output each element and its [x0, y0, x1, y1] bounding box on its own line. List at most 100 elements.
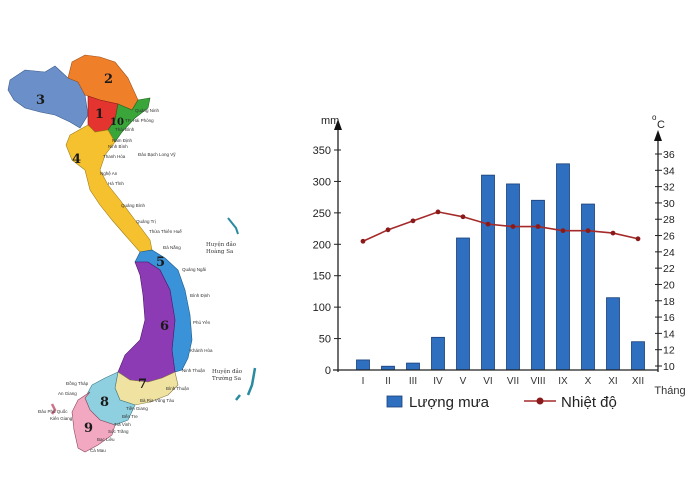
temperature-point	[635, 236, 641, 242]
label-hoang-sa-1: Huyện đảo	[206, 241, 237, 248]
left-tick-label: 300	[313, 176, 331, 188]
left-tick-label: 0	[325, 365, 331, 377]
left-tick-label: 200	[313, 239, 331, 251]
region-3	[7, 65, 89, 129]
temperature-point	[410, 218, 416, 224]
label-ca-mau: Cà Mau	[90, 448, 106, 453]
label-dong-thap: Đồng Tháp	[66, 381, 89, 386]
right-tick-label: 22	[663, 263, 675, 275]
svg-text:3: 3	[36, 93, 45, 108]
label-hai-phong: TP. Hải Phòng	[125, 118, 154, 123]
month-label: VIII	[530, 376, 545, 387]
right-tick-label: 10	[663, 361, 675, 373]
region-4	[65, 124, 153, 253]
right-tick-label: 36	[663, 149, 675, 161]
svg-text:10: 10	[110, 117, 124, 128]
rainfall-bar	[356, 359, 370, 371]
temperature-point	[535, 224, 541, 229]
svg-text:5: 5	[156, 255, 165, 270]
svg-text:8: 8	[100, 395, 109, 410]
month-label: VI	[483, 376, 492, 387]
month-label: III	[409, 376, 417, 387]
rainfall-bar	[556, 163, 570, 371]
temperature-point	[435, 209, 441, 215]
right-tick-label: 26	[663, 231, 675, 243]
svg-text:2: 2	[104, 72, 113, 87]
legend-rain-label: Lượng mưa	[409, 394, 490, 411]
rainfall-bar	[431, 336, 445, 371]
label-truong-sa-1: Huyện đảo	[212, 368, 243, 375]
svg-text:4: 4	[72, 152, 81, 167]
right-tick-label: 30	[663, 198, 675, 210]
label-thai-binh: Thái Bình	[115, 127, 135, 132]
temperature-point	[385, 227, 391, 233]
label-thanh-hoa: Thanh Hóa	[103, 154, 126, 159]
right-tick-label: 18	[663, 296, 675, 308]
label-an-giang: An Giang	[58, 391, 77, 396]
label-truong-sa-2: Trường Sa	[212, 375, 242, 382]
svg-text:9: 9	[84, 421, 93, 436]
label-da-nang: Đà Nẵng	[163, 244, 181, 250]
left-tick-label: 350	[313, 145, 331, 157]
month-label: XII	[632, 376, 644, 387]
label-soc-trang: Sóc Trăng	[108, 429, 129, 434]
label-bach-long-vy: Đảo Bạch Long Vỹ	[138, 152, 176, 157]
right-tick-label: 32	[663, 182, 675, 194]
month-label: X	[585, 376, 592, 387]
rainfall-bar	[406, 362, 420, 371]
label-binh-dinh: Bình Định	[190, 293, 210, 298]
label-phu-quoc: Đảo Phú Quốc	[38, 409, 68, 414]
left-tick-label: 50	[319, 334, 331, 346]
temperature-point	[510, 224, 516, 229]
month-label: XI	[608, 376, 617, 387]
right-tick-label: 34	[663, 165, 675, 177]
rainfall-bars	[356, 163, 645, 371]
label-phu-yen: Phú Yên	[193, 320, 211, 325]
month-label: VII	[507, 376, 519, 387]
label-ha-tinh: Hà Tĩnh	[108, 181, 124, 186]
label-binh-thuan: Bình Thuận	[166, 386, 190, 391]
month-label: IV	[433, 376, 443, 387]
label-quang-ninh: Quảng Ninh	[135, 108, 160, 113]
region-9	[71, 391, 116, 453]
label-nghe-an: Nghệ An	[100, 171, 118, 176]
hoang-sa-islands	[227, 217, 239, 235]
temperature-point	[585, 228, 591, 234]
label-tien-giang: Tiền Giang	[126, 406, 148, 411]
rainfall-bar	[456, 237, 470, 371]
label-tra-vinh: Trà Vinh	[114, 422, 131, 427]
svg-text:1: 1	[95, 107, 104, 122]
right-tick-label: 16	[663, 312, 675, 324]
label-thua-thien-hue: Thừa Thiên Huế	[149, 229, 182, 234]
month-label: II	[385, 376, 391, 387]
left-tick-label: 100	[313, 302, 331, 314]
right-tick-label: 24	[663, 247, 675, 259]
legend-temp-label: Nhiệt độ	[561, 394, 617, 411]
phu-quoc-island	[50, 403, 57, 415]
left-y-axis: mm 0 50 100 150 200 250 300 350	[313, 115, 342, 377]
right-y-axis: oC 10 12 14 16 18 20 22 24 26 28 30 32 34 36	[652, 113, 675, 373]
label-ninh-thuan: Ninh Thuận	[182, 368, 206, 373]
legend-rain-swatch	[386, 395, 403, 408]
legend: Lượng mưa Nhiệt độ	[386, 394, 617, 411]
rainfall-bar	[606, 297, 620, 371]
temperature-point	[560, 228, 566, 234]
svg-text:6: 6	[160, 319, 169, 334]
label-quang-binh: Quảng Bình	[121, 203, 146, 208]
label-khanh-hoa: Khánh Hòa	[190, 348, 213, 353]
month-label: V	[460, 376, 467, 387]
label-ben-tre: Bến Tre	[122, 414, 138, 419]
temperature-point	[460, 214, 466, 220]
svg-text:7: 7	[138, 377, 147, 392]
x-axis-label: Tháng	[654, 385, 685, 397]
rainfall-bar	[481, 174, 495, 371]
left-tick-label: 150	[313, 271, 331, 283]
right-tick-label: 12	[663, 345, 675, 357]
rainfall-bar	[631, 341, 645, 371]
left-axis-unit: mm	[321, 115, 339, 127]
legend-temp-marker	[536, 397, 544, 405]
temperature-point	[360, 238, 366, 244]
region-10	[107, 97, 151, 143]
label-ba-ria: Bà Rịa Vũng Tàu	[140, 398, 175, 403]
